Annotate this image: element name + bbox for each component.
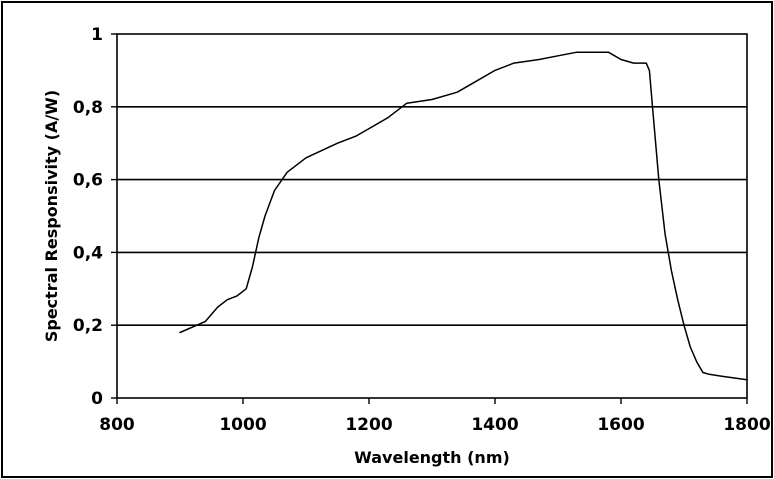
plot-area [116,33,748,399]
x-axis-title: Wavelength (nm) [354,448,510,467]
x-tick-label: 1400 [471,415,518,435]
x-tick-label: 1200 [345,415,392,435]
x-tick-label: 1000 [219,415,266,435]
y-tick-label: 0,8 [73,98,103,118]
y-tick-label: 0,4 [73,243,103,263]
x-tick-label: 800 [99,415,135,435]
responsivity-line [179,51,748,381]
y-tick-label: 0 [91,389,103,409]
series-layer [179,51,748,381]
y-tick-label: 0,2 [73,316,103,336]
gridlines [117,106,747,327]
tick-marks [111,33,748,404]
y-tick-label: 0,6 [73,171,103,191]
y-tick-label: 1 [91,25,103,45]
x-tick-label: 1600 [597,415,644,435]
x-tick-label: 1800 [723,415,770,435]
y-axis-title: Spectral Responsivity (A/W) [42,90,61,342]
